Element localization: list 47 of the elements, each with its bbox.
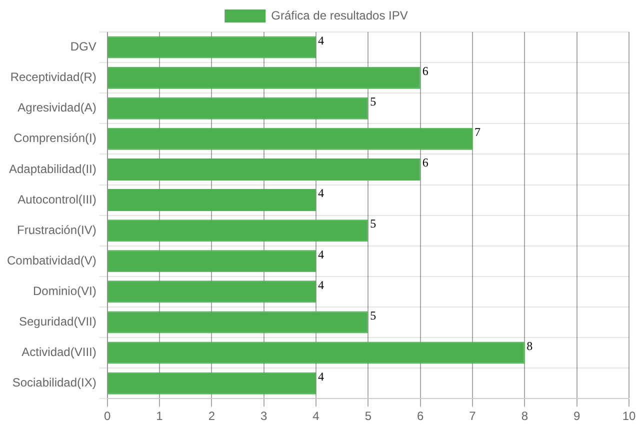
data-label: 7 (474, 125, 481, 140)
x-tick-label: 8 (521, 409, 528, 424)
bar (108, 158, 420, 180)
bar (108, 280, 316, 303)
data-label: 5 (370, 216, 376, 231)
y-tick-label: Seguridad(VII) (18, 314, 96, 329)
bar (108, 189, 316, 212)
data-label: 5 (370, 308, 376, 322)
y-tick-label: Frustración(IV) (17, 222, 96, 237)
bar (108, 66, 420, 89)
y-tick-label: Sociabilidad(IX) (12, 376, 96, 390)
x-tick-label: 2 (208, 409, 216, 424)
bar (108, 311, 368, 334)
bar (108, 97, 368, 120)
y-tick-label: DGV (70, 40, 96, 54)
data-label: 4 (318, 278, 324, 292)
y-tick-label: Dominio(VI) (33, 284, 96, 298)
data-label: 6 (422, 156, 428, 170)
data-label: 6 (422, 64, 428, 78)
x-tick-label: 7 (469, 409, 476, 424)
bar (108, 220, 368, 242)
x-tick-label: 1 (156, 409, 164, 424)
x-tick-label: 0 (104, 409, 112, 424)
data-label: 8 (526, 338, 533, 353)
x-tick-label: 6 (417, 409, 424, 424)
y-tick-label: Receptividad(R) (10, 70, 96, 84)
y-tick-label: Comprensión(I) (14, 131, 96, 146)
data-label: 4 (318, 247, 324, 262)
legend-label: Gráfica de resultados IPV (271, 8, 408, 22)
data-label: 4 (318, 369, 324, 384)
data-label: 4 (318, 33, 324, 48)
x-tick-label: 3 (260, 409, 268, 424)
x-tick-label: 4 (312, 409, 320, 424)
y-tick-label: Actividad(VIII) (22, 345, 96, 360)
y-tick-label: Autocontrol(III) (18, 192, 96, 206)
bar (108, 36, 316, 58)
y-tick-label: Agresividad(A) (18, 100, 96, 115)
data-label: 4 (318, 186, 324, 200)
x-tick-label: 9 (573, 409, 580, 424)
x-tick-label: 10 (622, 409, 636, 424)
x-tick-label: 5 (364, 409, 372, 424)
y-tick-label: Adaptabilidad(II) (8, 162, 96, 176)
bar (108, 250, 316, 272)
bar (108, 342, 525, 364)
data-label: 5 (370, 94, 376, 109)
bar (108, 372, 316, 394)
y-tick-label: Combatividad(V) (6, 253, 96, 268)
